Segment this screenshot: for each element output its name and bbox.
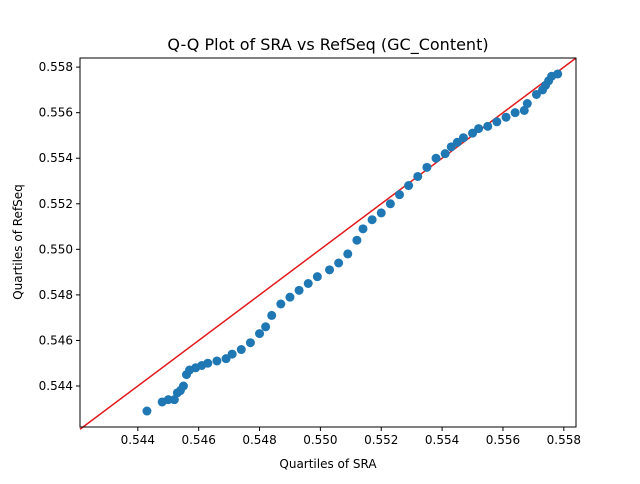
data-point <box>376 208 386 218</box>
data-point <box>501 112 511 122</box>
data-point <box>334 258 344 268</box>
data-point <box>367 215 377 225</box>
y-tick-label: 0.544 <box>39 379 73 393</box>
data-point <box>312 272 322 282</box>
y-tick-label: 0.548 <box>39 288 73 302</box>
x-tick-label: 0.552 <box>364 433 398 447</box>
data-points-layer <box>142 69 563 416</box>
data-point <box>358 224 368 234</box>
data-point <box>510 108 520 118</box>
x-tick-label: 0.550 <box>303 433 337 447</box>
y-tick-label: 0.552 <box>39 197 73 211</box>
data-point <box>261 322 271 332</box>
x-tick-label: 0.558 <box>547 433 581 447</box>
data-point <box>522 99 532 109</box>
chart-title: Q-Q Plot of SRA vs RefSeq (GC_Content) <box>167 35 488 55</box>
y-tick-label: 0.558 <box>39 60 73 74</box>
data-point <box>343 249 353 259</box>
data-point <box>413 171 423 181</box>
data-point <box>458 133 468 143</box>
y-tick-label: 0.550 <box>39 242 73 256</box>
y-axis: 0.544 0.546 0.548 0.550 0.552 0.554 0.556 0.558 <box>39 60 80 393</box>
data-point <box>483 121 493 131</box>
data-point <box>142 406 152 416</box>
data-point <box>492 117 502 127</box>
data-point <box>395 190 405 200</box>
y-axis-label: Quartiles of RefSeq <box>11 184 25 300</box>
data-point <box>325 265 335 275</box>
data-point <box>285 292 295 302</box>
data-point <box>431 153 441 163</box>
x-tick-label: 0.554 <box>425 433 459 447</box>
data-point <box>212 356 222 366</box>
data-point <box>169 395 179 405</box>
data-point <box>236 345 246 355</box>
x-tick-label: 0.544 <box>121 433 155 447</box>
data-point <box>519 105 529 115</box>
data-point <box>385 199 395 209</box>
data-point <box>422 162 432 172</box>
data-point <box>227 349 237 359</box>
data-point <box>255 329 265 339</box>
x-tick-label: 0.548 <box>242 433 276 447</box>
data-point <box>303 279 313 288</box>
data-point <box>440 149 450 159</box>
data-point <box>276 299 286 309</box>
data-point <box>267 310 277 320</box>
x-axis: 0.544 0.546 0.548 0.550 0.552 0.554 0.556 0.558 <box>121 427 581 447</box>
data-point <box>474 124 484 134</box>
y-tick-label: 0.546 <box>39 333 73 347</box>
data-point <box>294 285 304 295</box>
plot-frame <box>79 57 577 428</box>
data-point <box>178 381 188 391</box>
data-point <box>404 181 414 191</box>
data-point <box>203 358 213 368</box>
data-point <box>352 235 362 245</box>
y-tick-label: 0.556 <box>39 106 73 120</box>
data-point <box>245 338 255 348</box>
data-point <box>553 69 563 79</box>
y-tick-label: 0.554 <box>39 151 73 165</box>
x-tick-label: 0.556 <box>486 433 520 447</box>
x-tick-label: 0.546 <box>181 433 215 447</box>
x-axis-label: Quartiles of SRA <box>279 457 377 471</box>
